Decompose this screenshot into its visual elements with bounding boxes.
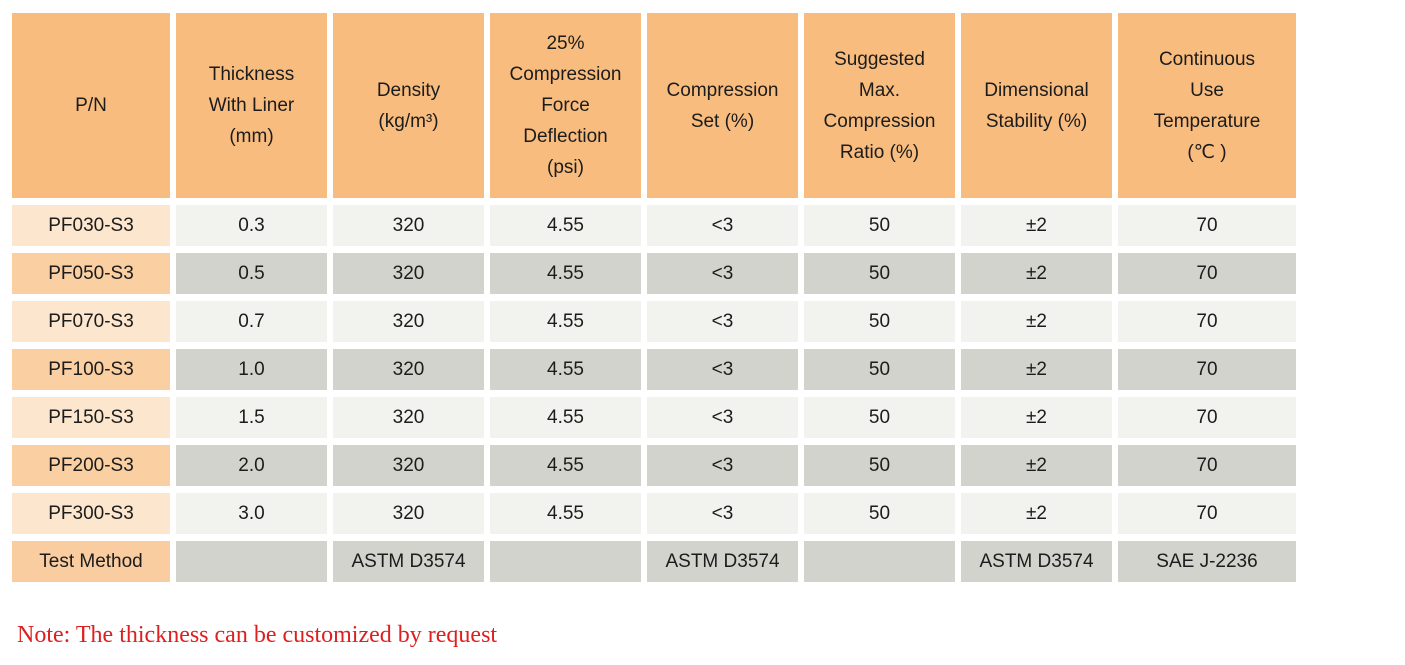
cell-compression-set: <3 [647, 301, 798, 342]
cell-compression-set: <3 [647, 253, 798, 294]
cell-thickness: 1.5 [176, 397, 327, 438]
cell-compression-set: <3 [647, 445, 798, 486]
pn-cell: PF030-S3 [12, 205, 170, 246]
cell-dimensional-stability-test-method: ASTM D3574 [961, 541, 1112, 582]
column-header-dimensional-stability: Dimensional Stability (%) [961, 13, 1112, 198]
cell-temperature: 70 [1118, 493, 1296, 534]
column-header-thickness: Thickness With Liner (mm) [176, 13, 327, 198]
table-row: PF050-S3 0.5 320 4.55 <3 50 ±2 70 [12, 253, 1296, 294]
spec-table: P/N Thickness With Liner (mm) Density (k… [6, 6, 1302, 589]
cell-cfd: 4.55 [490, 397, 641, 438]
cell-temperature: 70 [1118, 349, 1296, 390]
cell-temperature: 70 [1118, 301, 1296, 342]
cell-max-compression-ratio: 50 [804, 253, 955, 294]
note-text: Note: The thickness can be customized by… [17, 622, 498, 648]
column-header-density: Density (kg/m³) [333, 13, 484, 198]
cell-max-compression-ratio: 50 [804, 445, 955, 486]
cell-compression-set: <3 [647, 493, 798, 534]
cell-dimensional-stability: ±2 [961, 397, 1112, 438]
column-header-max-compression-ratio: Suggested Max. Compression Ratio (%) [804, 13, 955, 198]
cell-cfd: 4.55 [490, 301, 641, 342]
pn-cell: PF070-S3 [12, 301, 170, 342]
table-row: PF200-S3 2.0 320 4.55 <3 50 ±2 70 [12, 445, 1296, 486]
pn-cell: PF200-S3 [12, 445, 170, 486]
column-header-compression-set: Compression Set (%) [647, 13, 798, 198]
cell-density-test-method: ASTM D3574 [333, 541, 484, 582]
cell-density: 320 [333, 301, 484, 342]
cell-max-compression-ratio: 50 [804, 397, 955, 438]
cell-cfd: 4.55 [490, 493, 641, 534]
pn-cell: PF100-S3 [12, 349, 170, 390]
table-row: PF070-S3 0.7 320 4.55 <3 50 ±2 70 [12, 301, 1296, 342]
cell-compression-set: <3 [647, 205, 798, 246]
cell-cfd: 4.55 [490, 205, 641, 246]
cell-dimensional-stability: ±2 [961, 253, 1112, 294]
cell-compression-set-test-method: ASTM D3574 [647, 541, 798, 582]
cell-dimensional-stability: ±2 [961, 493, 1112, 534]
cell-dimensional-stability: ±2 [961, 445, 1112, 486]
cell-temperature-test-method: SAE J-2236 [1118, 541, 1296, 582]
test-method-row: Test Method ASTM D3574 ASTM D3574 ASTM D… [12, 541, 1296, 582]
cell-thickness: 0.7 [176, 301, 327, 342]
column-header-pn: P/N [12, 13, 170, 198]
cell-dimensional-stability: ±2 [961, 349, 1112, 390]
cell-density: 320 [333, 493, 484, 534]
table-row: PF100-S3 1.0 320 4.55 <3 50 ±2 70 [12, 349, 1296, 390]
cell-max-compression-ratio: 50 [804, 349, 955, 390]
cell-thickness: 0.3 [176, 205, 327, 246]
pn-cell: PF300-S3 [12, 493, 170, 534]
cell-dimensional-stability: ±2 [961, 205, 1112, 246]
cell-density: 320 [333, 253, 484, 294]
cell-temperature: 70 [1118, 253, 1296, 294]
table-header-row: P/N Thickness With Liner (mm) Density (k… [12, 13, 1296, 198]
cell-cfd-test-method [490, 541, 641, 582]
cell-cfd: 4.55 [490, 253, 641, 294]
test-method-label: Test Method [12, 541, 170, 582]
cell-thickness: 0.5 [176, 253, 327, 294]
cell-max-compression-ratio-test-method [804, 541, 955, 582]
cell-dimensional-stability: ±2 [961, 301, 1112, 342]
pn-cell: PF150-S3 [12, 397, 170, 438]
cell-cfd: 4.55 [490, 349, 641, 390]
column-header-compression-force-deflection: 25% Compression Force Deflection (psi) [490, 13, 641, 198]
table-row: PF300-S3 3.0 320 4.55 <3 50 ±2 70 [12, 493, 1296, 534]
cell-thickness: 1.0 [176, 349, 327, 390]
pn-cell: PF050-S3 [12, 253, 170, 294]
cell-temperature: 70 [1118, 205, 1296, 246]
column-header-continuous-use-temperature: Continuous Use Temperature (℃ ) [1118, 13, 1296, 198]
cell-density: 320 [333, 397, 484, 438]
cell-thickness-test-method [176, 541, 327, 582]
cell-max-compression-ratio: 50 [804, 301, 955, 342]
cell-max-compression-ratio: 50 [804, 493, 955, 534]
cell-compression-set: <3 [647, 397, 798, 438]
cell-density: 320 [333, 205, 484, 246]
cell-thickness: 2.0 [176, 445, 327, 486]
cell-max-compression-ratio: 50 [804, 205, 955, 246]
table-row: PF030-S3 0.3 320 4.55 <3 50 ±2 70 [12, 205, 1296, 246]
cell-cfd: 4.55 [490, 445, 641, 486]
cell-compression-set: <3 [647, 349, 798, 390]
cell-thickness: 3.0 [176, 493, 327, 534]
cell-density: 320 [333, 349, 484, 390]
cell-temperature: 70 [1118, 397, 1296, 438]
cell-density: 320 [333, 445, 484, 486]
table-row: PF150-S3 1.5 320 4.55 <3 50 ±2 70 [12, 397, 1296, 438]
cell-temperature: 70 [1118, 445, 1296, 486]
